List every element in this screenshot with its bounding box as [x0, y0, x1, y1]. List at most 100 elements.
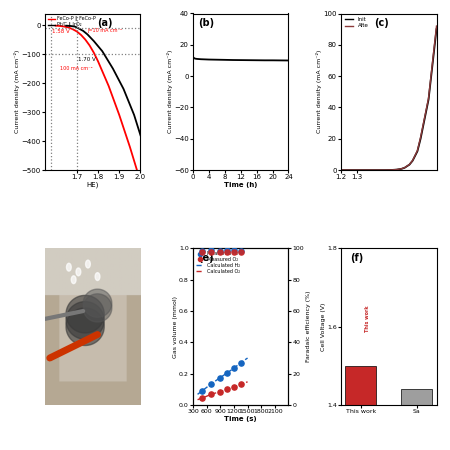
- Y-axis label: Current density (mA cm⁻²): Current density (mA cm⁻²): [316, 50, 322, 134]
- Init: [338, 167, 344, 173]
- Init: [402, 165, 407, 171]
- Text: 1.70 V: 1.70 V: [78, 57, 96, 62]
- Circle shape: [86, 260, 90, 268]
- Legend: Measured H₂, Measured O₂, Calculated H₂, Calculated O₂: Measured H₂, Measured O₂, Calculated H₂,…: [195, 251, 241, 274]
- Init: [346, 167, 351, 173]
- Init: [357, 167, 363, 173]
- Afte: [342, 167, 347, 173]
- Init: [383, 167, 388, 173]
- Y-axis label: Current density (mA cm⁻²): Current density (mA cm⁻²): [166, 50, 173, 134]
- Afte: [389, 167, 395, 173]
- Point: [230, 246, 238, 253]
- Y-axis label: Faradaic efficiency (%): Faradaic efficiency (%): [306, 291, 310, 362]
- Point: [207, 380, 215, 387]
- Init: [374, 167, 379, 173]
- Point: [217, 247, 224, 254]
- Point: [217, 374, 224, 381]
- Bar: [401, 389, 432, 450]
- Point: [224, 369, 231, 377]
- Text: (a): (a): [98, 18, 113, 28]
- Polygon shape: [66, 295, 104, 333]
- Init: [407, 162, 412, 167]
- Bar: [345, 366, 376, 450]
- Afte: [394, 167, 400, 172]
- Circle shape: [67, 263, 71, 271]
- Afte: [351, 167, 356, 173]
- Point: [217, 249, 224, 256]
- Y-axis label: Current density (mA cm⁻²): Current density (mA cm⁻²): [14, 50, 20, 134]
- Point: [198, 395, 206, 402]
- Legend: FeCo-P ∥ FeCo-P, Pt/C ∥ IrO₂: FeCo-P ∥ FeCo-P, Pt/C ∥ IrO₂: [47, 16, 96, 28]
- Point: [224, 248, 231, 256]
- Init: [389, 167, 395, 173]
- Point: [237, 381, 244, 388]
- Afte: [426, 95, 431, 101]
- Point: [224, 247, 231, 254]
- Init: [434, 27, 439, 32]
- Init: [386, 167, 391, 173]
- Init: [354, 167, 360, 173]
- Point: [224, 386, 231, 393]
- Text: This work: This work: [365, 306, 370, 332]
- Circle shape: [95, 273, 100, 280]
- Afte: [418, 135, 423, 140]
- Y-axis label: Gas volume (mmol): Gas volume (mmol): [173, 296, 178, 358]
- X-axis label: Time (s): Time (s): [225, 415, 257, 422]
- Init: [415, 148, 420, 154]
- Polygon shape: [66, 308, 104, 346]
- Afte: [378, 167, 383, 173]
- Init: [342, 167, 347, 173]
- Init: [426, 97, 431, 102]
- Point: [230, 383, 238, 391]
- Point: [217, 388, 224, 395]
- Circle shape: [71, 276, 76, 284]
- Afte: [370, 167, 376, 173]
- X-axis label: Time (h): Time (h): [224, 182, 257, 188]
- Point: [198, 387, 206, 395]
- Afte: [383, 167, 388, 173]
- Text: (b): (b): [198, 18, 214, 28]
- Point: [198, 249, 206, 256]
- Polygon shape: [66, 302, 104, 339]
- Afte: [338, 167, 344, 173]
- Init: [410, 158, 415, 163]
- Init: [370, 167, 376, 173]
- Init: [351, 167, 356, 173]
- Point: [237, 359, 244, 366]
- Point: [207, 248, 215, 255]
- Point: [198, 247, 206, 254]
- Y-axis label: Cell Voltage (V): Cell Voltage (V): [320, 302, 326, 351]
- Init: [362, 167, 368, 173]
- Afte: [357, 167, 363, 173]
- Init: [418, 136, 423, 141]
- Init: [399, 166, 404, 171]
- Legend: Init, Afte: Init, Afte: [344, 16, 369, 30]
- Afte: [386, 167, 391, 173]
- Init: [378, 167, 383, 173]
- Afte: [346, 167, 351, 173]
- Afte: [402, 165, 407, 170]
- Afte: [434, 23, 439, 29]
- Point: [237, 249, 244, 256]
- Point: [237, 247, 244, 254]
- Text: (c): (c): [374, 18, 389, 28]
- Text: j=10 mA cm⁻²: j=10 mA cm⁻²: [87, 28, 122, 33]
- Point: [230, 248, 238, 255]
- Text: 100 mA cm⁻²: 100 mA cm⁻²: [60, 66, 93, 71]
- Afte: [374, 167, 379, 173]
- Text: (e): (e): [198, 253, 213, 263]
- Line: Afte: Afte: [341, 26, 436, 170]
- Text: (f): (f): [351, 253, 364, 263]
- Afte: [354, 167, 360, 173]
- Line: Init: Init: [341, 29, 436, 170]
- Afte: [407, 162, 412, 167]
- Init: [394, 167, 400, 172]
- Afte: [415, 148, 420, 153]
- Point: [230, 364, 238, 372]
- Polygon shape: [83, 289, 112, 317]
- Afte: [399, 166, 404, 171]
- Text: 1.58 V: 1.58 V: [53, 29, 70, 35]
- Init: [367, 167, 372, 173]
- Afte: [410, 158, 415, 163]
- Point: [207, 391, 215, 398]
